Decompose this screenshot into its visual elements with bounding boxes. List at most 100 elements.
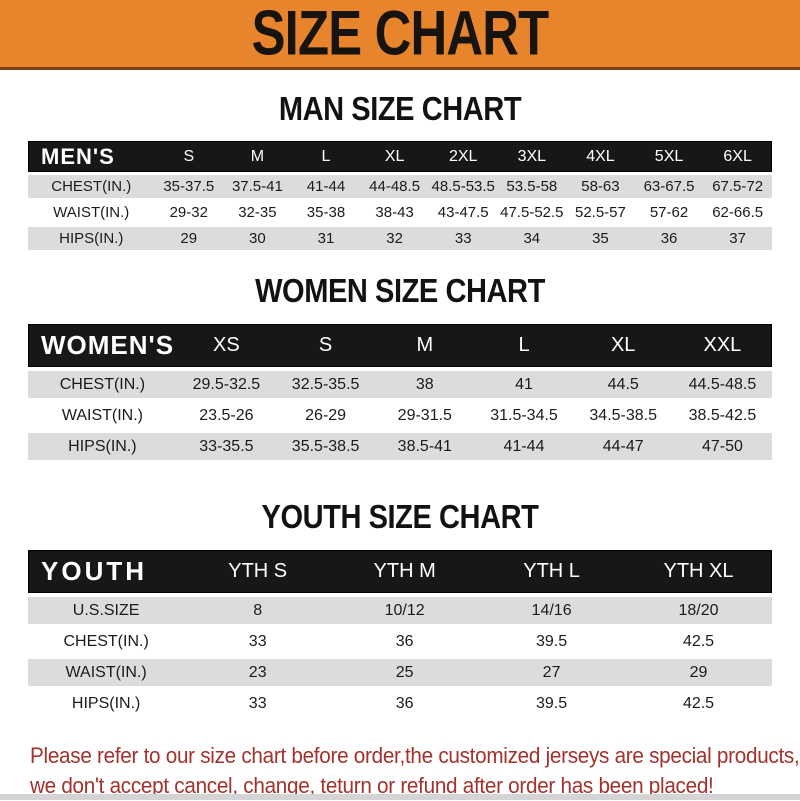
womens-value-cell: 34.5-38.5 <box>589 406 658 424</box>
womens-row-label: HIPS(IN.) <box>68 437 137 455</box>
mens-value-cell: 31 <box>317 230 335 247</box>
mens-table-row: HIPS(IN.) 29 30 31 32 33 34 35 36 37 <box>28 227 772 250</box>
mens-size-table: MEN'S S M L XL 2XL 3XL 4XL 5XL 6XL CHEST(IN.) 35-37… <box>28 141 772 250</box>
banner: SIZE CHART <box>0 0 800 70</box>
womens-value-cell: 32.5-35.5 <box>291 375 360 393</box>
womens-size-column-header: XL <box>610 334 636 356</box>
womens-table-row: HIPS(IN.) 33-35.5 35.5-38.5 38.5-41 41-44 44-… <box>28 433 772 460</box>
womens-size-column-header: XS <box>213 334 240 356</box>
mens-value-cell: 35-38 <box>306 204 346 221</box>
youth-size-column-header: YTH XL <box>663 560 734 582</box>
youth-size-column-header: YTH M <box>373 560 436 582</box>
footer-disclaimer: Please refer to our size chart before or… <box>30 741 800 801</box>
womens-value-cell: 33-35.5 <box>199 437 254 455</box>
mens-value-cell: 36 <box>660 230 678 247</box>
womens-value-cell: 29-31.5 <box>397 406 452 424</box>
mens-value-cell: 53.5-58 <box>506 178 558 195</box>
womens-value-cell: 26-29 <box>305 406 347 424</box>
womens-row-label: CHEST(IN.) <box>59 375 146 393</box>
mens-size-column-header: 4XL <box>586 147 615 165</box>
youth-row-label: WAIST(IN.) <box>65 663 147 681</box>
youth-row-label: U.S.SIZE <box>72 601 140 619</box>
mens-value-cell: 41-44 <box>306 178 346 195</box>
mens-row-label: WAIST(IN.) <box>53 204 130 221</box>
mens-value-cell: 67.5-72 <box>712 178 764 195</box>
mens-value-cell: 44-48.5 <box>369 178 421 195</box>
youth-row-label: CHEST(IN.) <box>63 632 149 650</box>
mens-size-column-header: S <box>183 147 195 165</box>
womens-size-table: WOMEN'S XS S M L XL XXL CHEST(IN.) 29.5-32.5 32.5… <box>28 324 772 460</box>
mens-group-label: MEN'S <box>41 143 115 169</box>
womens-table-row: CHEST(IN.) 29.5-32.5 32.5-35.5 38 41 44.5 44.5… <box>28 371 772 398</box>
mens-value-cell: 52.5-57 <box>574 204 626 221</box>
youth-value-cell: 42.5 <box>682 632 715 650</box>
mens-value-cell: 29-32 <box>169 204 208 221</box>
mens-value-cell: 58-63 <box>581 178 620 195</box>
mens-value-cell: 63-67.5 <box>643 178 695 195</box>
youth-table-row: CHEST(IN.) 33 36 39.5 42.5 <box>28 628 772 655</box>
womens-value-cell: 31.5-34.5 <box>490 406 558 424</box>
youth-value-cell: 39.5 <box>536 632 568 650</box>
youth-size-table: YOUTH YTH S YTH M YTH L YTH XL U.S.SIZE 8 10/12… <box>28 550 772 717</box>
mens-size-column-header: 6XL <box>723 147 752 165</box>
mens-value-cell: 33 <box>454 230 472 247</box>
youth-value-cell: 14/16 <box>531 601 572 619</box>
youth-size-column-header: YTH S <box>228 560 288 582</box>
mens-section-title: MAN SIZE CHART <box>278 90 522 127</box>
womens-value-cell: 38.5-42.5 <box>688 406 757 424</box>
mens-value-cell: 57-62 <box>649 204 689 221</box>
womens-value-cell: 38.5-41 <box>397 437 452 455</box>
mens-value-cell: 38-43 <box>375 204 414 221</box>
mens-row-label: HIPS(IN.) <box>59 230 124 247</box>
mens-size-column-header: 2XL <box>448 147 478 165</box>
womens-size-column-header: XXL <box>703 334 742 356</box>
youth-value-cell: 42.5 <box>682 694 715 712</box>
youth-group-label: YOUTH <box>41 556 147 586</box>
youth-value-cell: 10/12 <box>384 601 425 619</box>
youth-table-row: U.S.SIZE 8 10/12 14/16 18/20 <box>28 597 772 624</box>
mens-value-cell: 35 <box>592 230 609 247</box>
mens-value-cell: 62-66.5 <box>712 204 764 221</box>
youth-value-cell: 8 <box>253 601 263 619</box>
womens-section: WOMEN SIZE CHART WOMEN'S XS S M L XL XXL CHEST(… <box>0 274 800 460</box>
youth-section: YOUTH SIZE CHART YOUTH YTH S YTH M YTH L YTH… <box>0 500 800 717</box>
womens-value-cell: 29.5-32.5 <box>192 375 261 393</box>
mens-size-column-header: 5XL <box>654 147 684 165</box>
youth-section-title: YOUTH SIZE CHART <box>261 498 539 535</box>
youth-value-cell: 33 <box>248 632 267 650</box>
womens-value-cell: 44.5 <box>607 375 639 393</box>
mens-table-row: WAIST(IN.) 29-32 32-35 35-38 38-43 43-47.5 47.… <box>28 201 772 224</box>
youth-value-cell: 39.5 <box>536 694 568 712</box>
womens-table-row: WAIST(IN.) 23.5-26 26-29 29-31.5 31.5-34.5 34… <box>28 402 772 429</box>
womens-value-cell: 35.5-38.5 <box>291 437 360 455</box>
youth-value-cell: 36 <box>395 694 414 712</box>
youth-size-column-header: YTH L <box>523 560 580 582</box>
mens-value-cell: 32 <box>386 230 403 247</box>
mens-value-cell: 47.5-52.5 <box>500 204 564 221</box>
bottom-edge-strip <box>0 794 800 800</box>
womens-value-cell: 44-47 <box>602 437 644 455</box>
mens-row-label: CHEST(IN.) <box>51 178 132 195</box>
womens-value-cell: 41 <box>515 375 533 393</box>
womens-size-column-header: M <box>416 334 434 356</box>
mens-value-cell: 48.5-53.5 <box>431 178 495 195</box>
womens-value-cell: 38 <box>415 375 434 393</box>
mens-value-cell: 29 <box>180 230 198 247</box>
mens-value-cell: 37 <box>729 230 746 247</box>
womens-value-cell: 47-50 <box>701 437 743 455</box>
mens-value-cell: 37.5-41 <box>231 178 283 195</box>
youth-value-cell: 23 <box>248 663 267 681</box>
youth-value-cell: 25 <box>395 663 414 681</box>
womens-row-label: WAIST(IN.) <box>61 406 143 424</box>
disclaimer-line-1: Please refer to our size chart before or… <box>30 743 800 768</box>
mens-header-row: MEN'S S M L XL 2XL 3XL 4XL 5XL 6XL <box>28 141 772 172</box>
mens-value-cell: 43-47.5 <box>437 204 489 221</box>
youth-value-cell: 36 <box>395 632 414 650</box>
mens-table-row: CHEST(IN.) 35-37.5 37.5-41 41-44 44-48.5 48.5… <box>28 175 772 198</box>
womens-value-cell: 23.5-26 <box>199 406 254 424</box>
mens-value-cell: 35-37.5 <box>163 178 215 195</box>
womens-header-row: WOMEN'S XS S M L XL XXL <box>28 324 772 367</box>
youth-value-cell: 29 <box>689 663 708 681</box>
womens-value-cell: 44.5-48.5 <box>688 375 757 393</box>
youth-value-cell: 18/20 <box>678 601 719 619</box>
